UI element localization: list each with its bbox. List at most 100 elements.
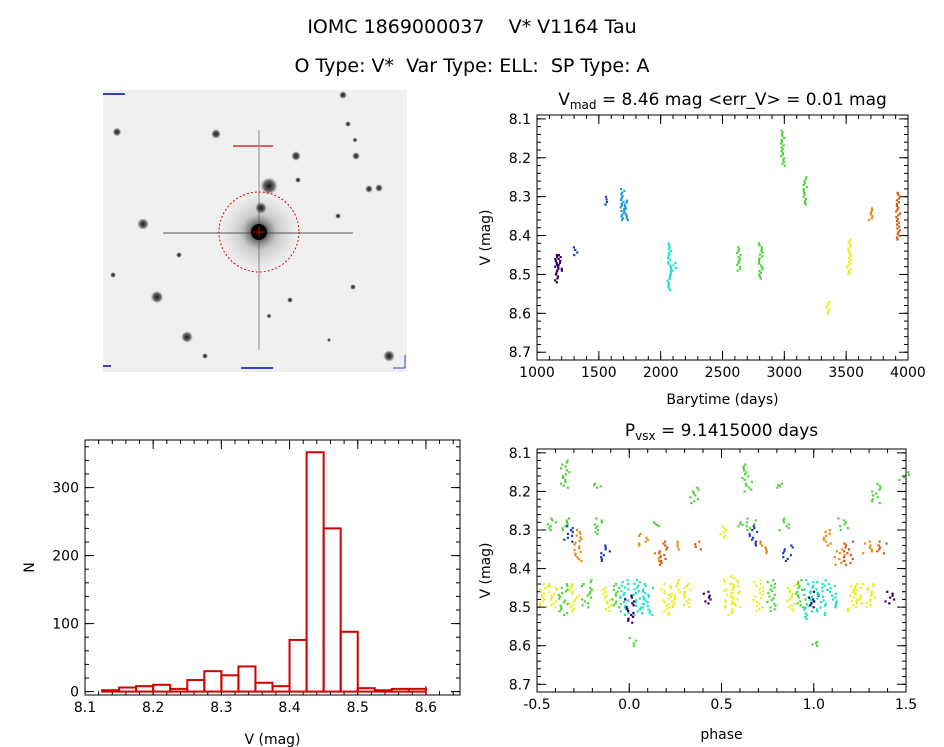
data-point — [755, 610, 758, 613]
histogram-bar — [237, 665, 257, 693]
data-point — [845, 544, 848, 547]
data-point — [871, 490, 874, 493]
data-point — [621, 195, 624, 198]
data-point — [576, 596, 579, 599]
data-point — [685, 600, 688, 603]
data-point — [666, 279, 669, 282]
data-point — [846, 552, 849, 555]
histogram-bar — [390, 687, 410, 693]
light-curve-title: Vmad = 8.46 mag <err_V> = 0.01 mag — [558, 90, 887, 112]
data-point — [760, 249, 763, 252]
data-point — [849, 243, 852, 247]
data-point — [568, 588, 571, 591]
data-point — [547, 583, 551, 586]
data-point — [856, 598, 859, 601]
data-point — [895, 204, 899, 208]
data-point — [561, 529, 565, 532]
data-point — [639, 532, 642, 536]
data-point — [542, 596, 545, 599]
data-point — [783, 517, 786, 520]
data-point — [670, 600, 674, 603]
data-point — [781, 133, 784, 136]
data-point — [824, 602, 827, 606]
data-point — [851, 557, 854, 561]
data-point — [668, 606, 671, 609]
data-point — [589, 590, 592, 593]
data-point — [698, 540, 701, 543]
data-point — [853, 588, 856, 591]
data-point — [766, 580, 769, 584]
data-point — [707, 602, 710, 605]
data-point — [578, 545, 581, 548]
data-point — [759, 542, 762, 545]
data-point — [859, 596, 862, 599]
data-point — [738, 590, 741, 593]
star — [375, 184, 383, 192]
data-point — [665, 604, 668, 607]
x-tick-label: -0.5 — [523, 697, 550, 713]
data-point — [694, 494, 697, 497]
data-point — [809, 590, 812, 593]
data-point — [895, 202, 898, 206]
data-point — [620, 209, 623, 213]
data-point — [621, 580, 624, 584]
data-point — [786, 600, 789, 603]
data-point — [675, 266, 678, 270]
data-point — [554, 273, 558, 276]
data-point — [852, 604, 855, 607]
data-point — [824, 530, 827, 534]
data-point — [538, 602, 541, 605]
data-point — [631, 621, 634, 624]
data-point — [578, 547, 581, 550]
data-point — [565, 461, 568, 464]
data-point — [845, 266, 849, 269]
data-point — [809, 597, 812, 600]
data-point — [869, 211, 873, 214]
data-point — [753, 580, 756, 584]
data-point — [741, 523, 744, 527]
data-point — [636, 610, 639, 613]
data-point — [790, 544, 793, 547]
data-point — [555, 254, 558, 257]
data-point — [687, 583, 690, 586]
data-point — [676, 543, 679, 546]
data-point — [667, 255, 670, 258]
data-point — [667, 597, 670, 600]
data-point — [647, 593, 650, 597]
data-point — [843, 554, 846, 557]
data-point — [627, 612, 630, 615]
data-point — [856, 602, 859, 605]
data-point — [619, 602, 623, 606]
data-point — [769, 610, 772, 613]
y-tick-label: 8.3 — [509, 190, 531, 206]
data-point — [828, 308, 831, 311]
star — [295, 177, 301, 183]
data-point — [632, 604, 635, 607]
data-point — [782, 144, 785, 147]
data-point — [772, 597, 775, 600]
data-point — [758, 269, 761, 273]
data-point — [707, 590, 710, 593]
data-point — [826, 304, 829, 307]
data-point — [758, 253, 761, 256]
data-point — [564, 473, 567, 476]
data-point — [804, 579, 808, 582]
y-tick-label: 8.2 — [509, 151, 531, 167]
data-point — [669, 595, 673, 598]
data-point — [658, 563, 662, 566]
data-point — [578, 530, 581, 534]
data-point — [737, 246, 740, 249]
data-point — [783, 548, 786, 551]
data-point — [722, 536, 725, 539]
data-point — [660, 588, 663, 591]
data-point — [708, 594, 711, 597]
data-point — [641, 606, 645, 609]
data-point — [759, 582, 762, 585]
data-point — [783, 160, 786, 164]
histogram-bar — [186, 679, 206, 693]
data-point — [852, 596, 855, 599]
data-point — [672, 602, 676, 605]
data-point — [744, 482, 748, 485]
data-point — [876, 550, 879, 553]
data-point — [758, 608, 761, 611]
